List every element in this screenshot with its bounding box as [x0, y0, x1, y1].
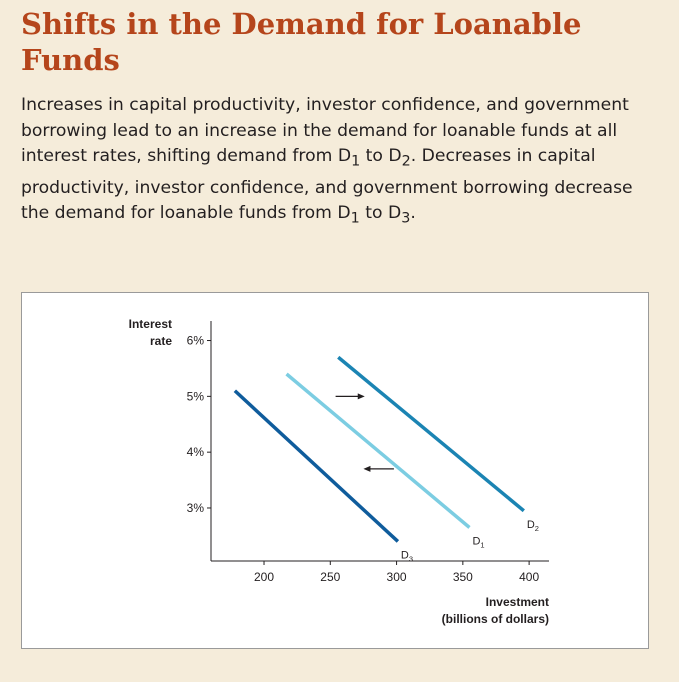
shift-arrowhead-left [363, 465, 371, 472]
caption-text: Increases in capital productivity, inves… [21, 95, 629, 167]
figure-caption: Increases in capital productivity, inves… [21, 93, 656, 232]
x-tick-label: 300 [387, 570, 407, 584]
y-axis-label-line1: Interest [129, 317, 172, 331]
x-tick-label: 250 [320, 570, 340, 584]
y-tick-label: 3% [187, 501, 205, 515]
demand-curve-d2 [337, 355, 525, 513]
y-tick-label: 5% [187, 389, 205, 403]
demand-label-d1: D1 [472, 536, 484, 550]
shift-arrowhead-right [357, 393, 365, 400]
chart-panel: Interest rate Investment (billions of do… [21, 292, 649, 649]
caption-text: to D [360, 146, 402, 167]
demand-label-d2: D2 [527, 519, 539, 533]
x-tick-label: 200 [254, 570, 274, 584]
demand-label-d3: D3 [401, 549, 413, 563]
caption-subscript: 1 [351, 153, 361, 170]
page-title: Shifts in the Demand for Loanable Funds [21, 7, 582, 77]
x-tick-label: 350 [453, 570, 473, 584]
y-tick-label: 6% [187, 334, 205, 348]
caption-subscript: 1 [350, 210, 360, 227]
demand-curve-d3 [233, 389, 400, 543]
demand-chart: Interest rate Investment (billions of do… [129, 317, 549, 626]
caption-subscript: 3 [401, 210, 411, 227]
x-axis-label-line1: Investment [486, 595, 549, 609]
caption-text: . [410, 203, 416, 224]
x-axis-label-line2: (billions of dollars) [442, 612, 549, 626]
y-tick-label: 4% [187, 445, 205, 459]
caption-subscript: 2 [401, 153, 411, 170]
caption-text: . Decreases in capital productivity, inv… [21, 146, 633, 224]
caption-text: to D [359, 203, 402, 224]
x-tick-label: 400 [519, 570, 539, 584]
demand-curve-d1 [285, 372, 471, 529]
y-axis-label-line2: rate [150, 334, 172, 348]
